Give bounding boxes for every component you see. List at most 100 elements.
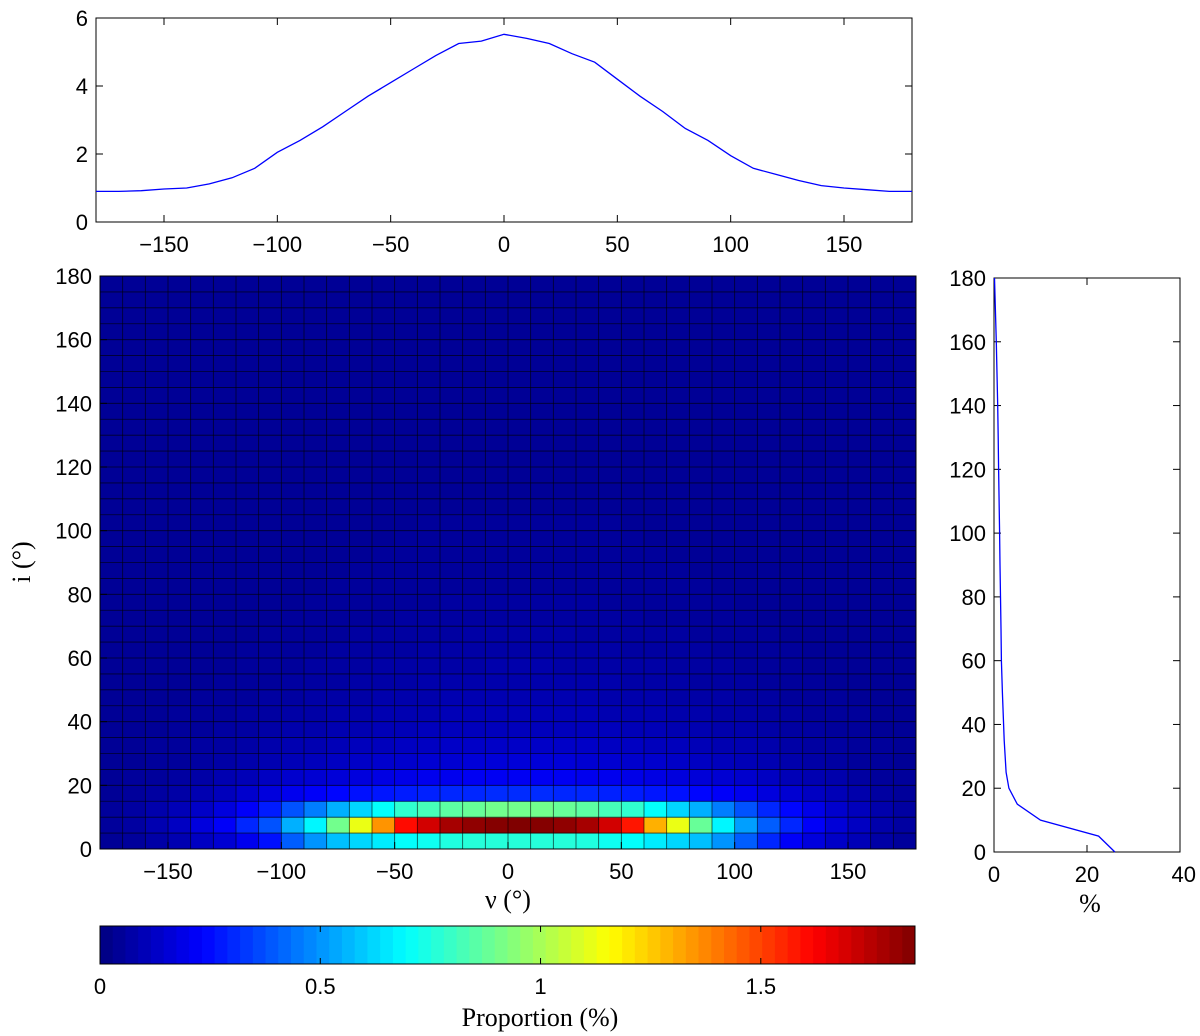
heatmap-cell	[372, 769, 396, 786]
heatmap-cell	[326, 642, 350, 659]
heatmap-cell	[870, 705, 894, 723]
heatmap-cell	[440, 658, 464, 675]
heatmap-cell	[825, 530, 849, 547]
heatmap-cell	[281, 498, 305, 516]
heatmap-cell	[802, 371, 826, 388]
heatmap-cell	[621, 594, 645, 611]
colorbar-swatch	[163, 926, 177, 964]
heatmap-cell	[508, 737, 532, 754]
heatmap-cell	[122, 578, 146, 595]
side-y-tick-label: 180	[949, 266, 986, 291]
heatmap-cell	[485, 498, 509, 516]
heatmap-cell	[190, 403, 214, 420]
heatmap-cell	[190, 817, 214, 834]
heatmap-cell	[281, 403, 305, 420]
heatmap-cell	[598, 658, 622, 675]
heatmap-cell	[666, 451, 690, 468]
heatmap-cell	[213, 801, 237, 818]
heatmap-cell	[870, 403, 894, 420]
heatmap-cell	[349, 387, 373, 404]
heatmap-cell	[621, 817, 645, 834]
heatmap-cell	[712, 753, 736, 770]
heatmap-cell	[417, 355, 441, 372]
heatmap-cell	[712, 769, 736, 786]
heatmap-cell	[168, 451, 192, 468]
heatmap-cell	[689, 482, 713, 500]
heatmap-cell	[802, 642, 826, 659]
heatmap-cell	[213, 673, 237, 691]
heatmap-cell	[213, 610, 237, 627]
heatmap-cell	[621, 371, 645, 388]
colorbar-swatch	[889, 926, 903, 964]
heatmap-cell	[394, 467, 418, 484]
heatmap-cell	[508, 769, 532, 786]
colorbar-swatch	[838, 926, 852, 964]
heatmap-cell	[213, 562, 237, 579]
heatmap-cell	[508, 355, 532, 372]
heatmap-cell	[576, 801, 600, 818]
heatmap-cell	[689, 721, 713, 738]
heatmap-cell	[349, 435, 373, 452]
heatmap-cell	[100, 562, 124, 579]
top-x-tick-label: 0	[498, 232, 510, 257]
heatmap-cell	[576, 594, 600, 611]
heatmap-cell	[508, 801, 532, 818]
heatmap-cell	[689, 435, 713, 452]
heatmap-cell	[236, 291, 260, 309]
heatmap-cell	[281, 658, 305, 675]
heatmap-cell	[712, 435, 736, 452]
heatmap-cell	[258, 339, 282, 356]
heatmap-cell	[372, 673, 396, 691]
heatmap-cell	[145, 769, 169, 786]
heatmap-cell	[712, 451, 736, 468]
heatmap-cell	[802, 498, 826, 516]
heatmap-cell	[576, 705, 600, 723]
colorbar-swatch	[507, 926, 521, 964]
heatmap-cell	[236, 626, 260, 643]
heatmap-cell	[825, 610, 849, 627]
heatmap-cell	[553, 705, 577, 723]
heatmap-cell	[168, 498, 192, 516]
heatmap-cell	[417, 498, 441, 516]
heatmap-cell	[870, 323, 894, 341]
heatmap-cell	[462, 737, 486, 754]
heatmap-cell	[734, 610, 758, 627]
heatmap-cell	[757, 276, 781, 293]
heatmap-cell	[757, 817, 781, 834]
heatmap-cell	[689, 610, 713, 627]
heatmap-y-tick-label: 180	[55, 264, 92, 289]
heatmap-cell	[326, 387, 350, 404]
heatmap-cell	[281, 753, 305, 770]
heatmap-cell	[870, 689, 894, 707]
heatmap-cell	[644, 387, 668, 404]
heatmap-cell	[530, 562, 554, 579]
heatmap-cell	[734, 705, 758, 723]
heatmap-cell	[780, 419, 804, 436]
heatmap-cell	[440, 419, 464, 436]
heatmap-cell	[576, 307, 600, 325]
heatmap-cell	[530, 371, 554, 388]
heatmap-cell	[598, 323, 622, 341]
heatmap-cell	[145, 387, 169, 404]
heatmap-cell	[281, 705, 305, 723]
heatmap-cell	[893, 467, 917, 484]
top-x-tick-label: 50	[605, 232, 629, 257]
heatmap-cell	[372, 705, 396, 723]
colorbar-swatch	[622, 926, 636, 964]
heatmap-cell	[394, 482, 418, 500]
heatmap-cell	[258, 482, 282, 500]
heatmap-cell	[621, 451, 645, 468]
heatmap-cell	[349, 626, 373, 643]
heatmap-cell	[349, 467, 373, 484]
heatmap-cell	[757, 753, 781, 770]
heatmap-cell	[553, 801, 577, 818]
heatmap-cell	[213, 291, 237, 309]
heatmap-cell	[417, 323, 441, 341]
heatmap-cell	[666, 387, 690, 404]
heatmap-cell	[462, 323, 486, 341]
heatmap-cell	[576, 387, 600, 404]
heatmap-cell	[870, 467, 894, 484]
heatmap-cell	[326, 371, 350, 388]
heatmap-cell	[553, 482, 577, 500]
heatmap-cell	[553, 339, 577, 356]
